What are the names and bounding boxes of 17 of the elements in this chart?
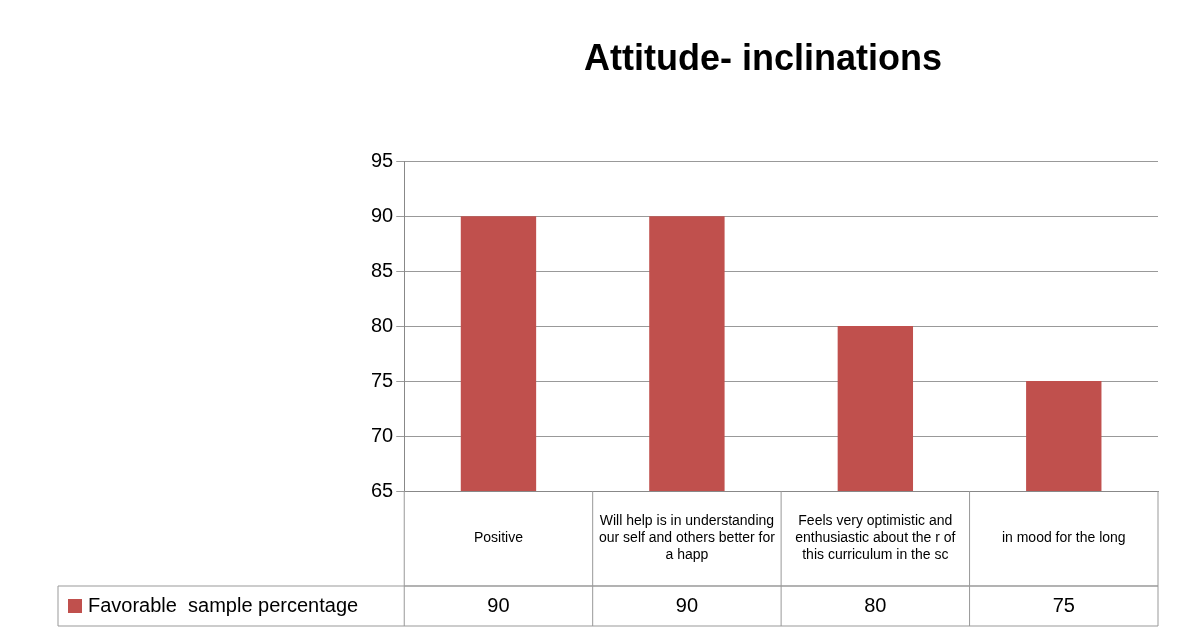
x-tick-label: Will help is in understanding our self and others better for a happ: [598, 512, 776, 563]
legend-label: Favorable sample percentage: [88, 593, 359, 616]
y-tick-label: 80: [371, 313, 394, 336]
y-tick-label: 70: [371, 423, 394, 446]
chart-title: Attitude- inclinations: [584, 36, 942, 78]
y-tick-label: 65: [371, 478, 394, 501]
y-tick-label: 75: [371, 368, 394, 391]
y-tick-label: 95: [371, 148, 394, 171]
x-tick-label: Positive: [473, 529, 524, 546]
data-label: 90: [675, 593, 699, 616]
x-tick-label: Feels very optimistic and enthusiastic about the r of this curriculum in the sc: [795, 512, 956, 563]
x-tick-label: in mood for the long: [1001, 529, 1126, 546]
data-label: 90: [487, 593, 510, 616]
data-label: 75: [1052, 593, 1075, 616]
y-tick-label: 85: [371, 258, 394, 281]
y-tick-label: 90: [371, 203, 394, 226]
data-label: 80: [864, 593, 887, 616]
